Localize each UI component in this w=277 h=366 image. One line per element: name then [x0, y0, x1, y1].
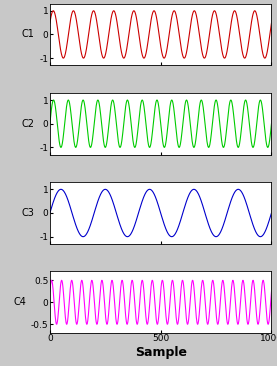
Y-axis label: C1: C1	[22, 29, 35, 40]
Y-axis label: C2: C2	[22, 119, 35, 129]
X-axis label: Sample: Sample	[135, 346, 187, 359]
Y-axis label: C3: C3	[22, 208, 35, 218]
Y-axis label: C4: C4	[13, 297, 26, 307]
